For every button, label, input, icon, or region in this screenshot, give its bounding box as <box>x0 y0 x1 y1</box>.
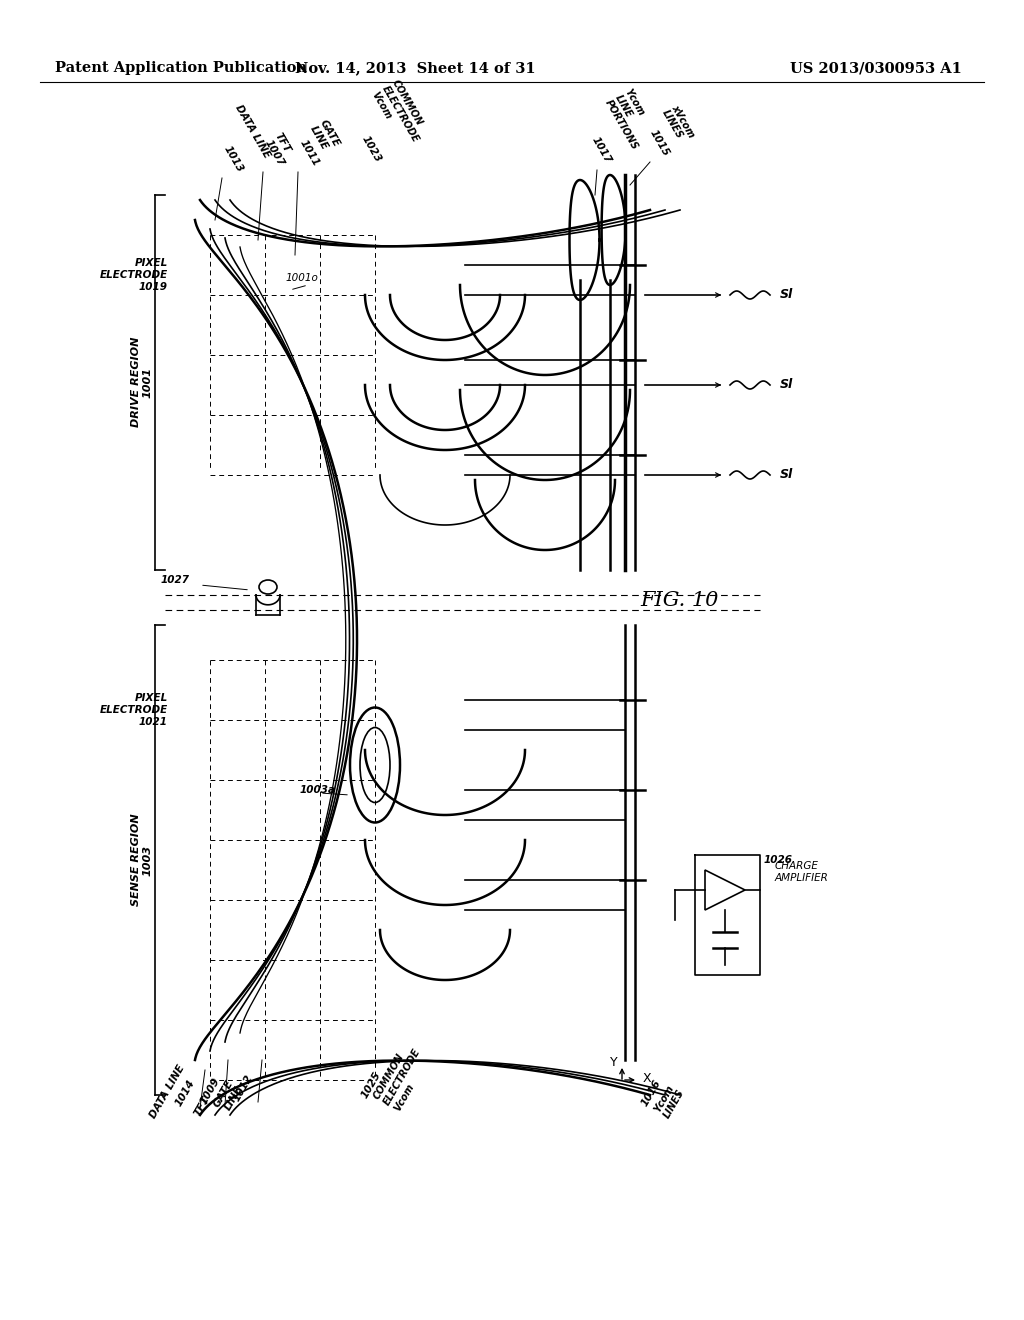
Polygon shape <box>705 870 745 909</box>
Text: Sl: Sl <box>780 379 794 392</box>
Text: DATA LINE: DATA LINE <box>233 103 271 160</box>
Text: GATE
LINE: GATE LINE <box>308 119 342 154</box>
Text: X: X <box>643 1072 651 1085</box>
Text: 1011: 1011 <box>298 137 322 168</box>
Text: DATA LINE: DATA LINE <box>148 1063 187 1119</box>
Text: Sl: Sl <box>780 289 794 301</box>
Text: Ycom
LINES: Ycom LINES <box>652 1082 686 1119</box>
Text: 1012: 1012 <box>231 1073 255 1104</box>
Text: SENSE REGION
1003: SENSE REGION 1003 <box>131 813 153 907</box>
Text: 1001o: 1001o <box>285 273 317 282</box>
Text: 1014: 1014 <box>174 1078 197 1107</box>
Text: 1017: 1017 <box>590 135 613 165</box>
Text: 1015: 1015 <box>648 128 671 158</box>
Text: Patent Application Publication: Patent Application Publication <box>55 61 307 75</box>
Text: 1027: 1027 <box>161 576 190 585</box>
Text: 1016: 1016 <box>640 1078 664 1107</box>
Text: TFT: TFT <box>193 1094 212 1118</box>
Text: xVcom
LINES: xVcom LINES <box>660 103 697 145</box>
Text: Y: Y <box>610 1056 618 1069</box>
Text: PIXEL
ELECTRODE
1021: PIXEL ELECTRODE 1021 <box>99 693 168 726</box>
Text: COMMON
ELECTRODE
Vcom: COMMON ELECTRODE Vcom <box>370 78 431 150</box>
Text: DRIVE REGION
1001: DRIVE REGION 1001 <box>131 337 153 428</box>
Text: 1026: 1026 <box>764 855 793 865</box>
Text: Nov. 14, 2013  Sheet 14 of 31: Nov. 14, 2013 Sheet 14 of 31 <box>295 61 536 75</box>
Text: 1025: 1025 <box>360 1071 383 1100</box>
Text: TFT: TFT <box>273 132 292 154</box>
Text: COMMON
ELECTRODE
Vcom: COMMON ELECTRODE Vcom <box>372 1041 432 1113</box>
Text: 1007: 1007 <box>263 137 286 168</box>
Text: GATE
LINE: GATE LINE <box>211 1078 245 1115</box>
Text: Sl: Sl <box>780 469 794 482</box>
Text: US 2013/0300953 A1: US 2013/0300953 A1 <box>790 61 962 75</box>
Text: FIG. 10: FIG. 10 <box>640 590 719 610</box>
Text: 1023: 1023 <box>360 133 383 164</box>
Text: CHARGE
AMPLIFIER: CHARGE AMPLIFIER <box>775 861 828 883</box>
Text: 1003a: 1003a <box>300 785 336 795</box>
Text: Ycom
LINE
PORTIONS: Ycom LINE PORTIONS <box>603 87 659 152</box>
Text: PIXEL
ELECTRODE
1019: PIXEL ELECTRODE 1019 <box>99 259 168 292</box>
Text: 1013: 1013 <box>222 144 245 174</box>
Text: 1009: 1009 <box>199 1076 222 1106</box>
